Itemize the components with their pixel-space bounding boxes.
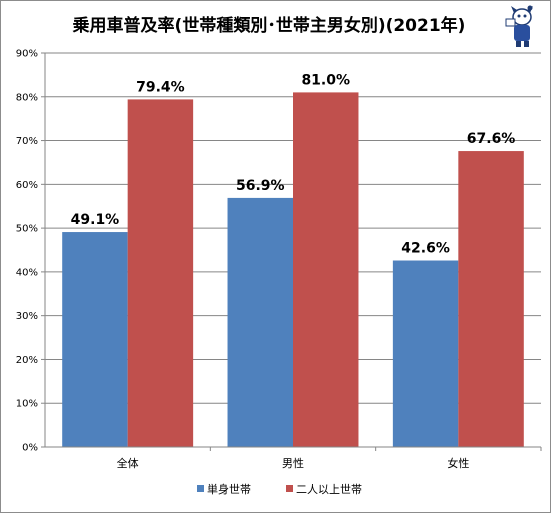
data-label: 42.6% <box>401 241 450 257</box>
data-label: 79.4% <box>136 79 185 95</box>
axes <box>41 52 542 451</box>
data-label: 49.1% <box>71 212 120 228</box>
legend-label: 単身世帯 <box>207 482 251 496</box>
bar <box>227 197 293 447</box>
y-tick-label: 40% <box>16 267 38 278</box>
y-tick-label: 60% <box>16 180 38 191</box>
mascot-logo <box>505 5 533 47</box>
bar <box>392 260 459 447</box>
chart-title: 乗用車普及率(世帯種類別･世帯主男女別)(2021年) <box>72 15 466 36</box>
data-labels: 49.1% 79.4% 56.9% 81.0% 42.6% 67.6% <box>71 72 516 256</box>
legend-swatch <box>197 485 204 492</box>
y-tick-label: 90% <box>16 49 38 60</box>
bars <box>62 92 524 448</box>
bar <box>458 151 524 447</box>
x-category-label: 全体 <box>117 456 139 470</box>
data-label: 67.6% <box>467 131 516 147</box>
y-tick-label: 50% <box>16 224 38 235</box>
bar <box>127 99 194 447</box>
bar <box>62 232 128 447</box>
y-axis-ticks: 0% 10% 20% 30% 40% 50% 60% 70% 80% 90% <box>16 49 38 454</box>
x-category-label: 女性 <box>447 456 469 470</box>
y-tick-label: 0% <box>22 443 38 454</box>
legend-label: 二人以上世帯 <box>296 483 362 496</box>
y-tick-label: 70% <box>16 136 38 147</box>
y-tick-label: 80% <box>16 92 38 103</box>
bar <box>293 92 359 448</box>
data-label: 81.0% <box>301 72 350 88</box>
legend-swatch <box>286 485 293 492</box>
y-tick-label: 30% <box>16 311 38 322</box>
y-tick-label: 20% <box>16 355 38 366</box>
x-axis-categories: 全体 男性 女性 <box>117 456 470 470</box>
data-label: 56.9% <box>236 178 285 194</box>
y-tick-label: 10% <box>16 399 38 410</box>
x-category-label: 男性 <box>282 456 304 470</box>
legend: 単身世帯 二人以上世帯 <box>197 482 362 496</box>
